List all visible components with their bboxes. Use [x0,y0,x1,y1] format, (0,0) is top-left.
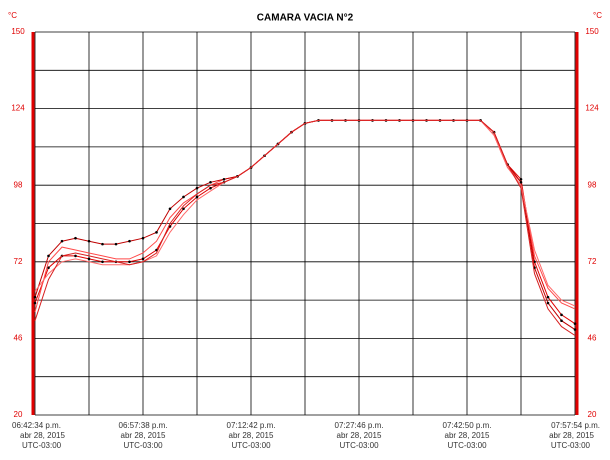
y-tick-label: 124 [11,104,25,113]
data-point [47,254,50,258]
data-point [209,186,212,190]
data-point [519,178,523,181]
y2-tick-label: 98 [588,180,597,189]
data-point [168,207,172,211]
y-tick-label: 20 [14,410,23,419]
x-date-label: abr 28, 2015 [20,431,65,440]
data-point [573,328,577,331]
data-point [141,236,145,240]
data-point [560,319,563,323]
data-point [546,295,550,299]
data-point [546,301,550,305]
data-point [141,257,145,261]
x-timezone-label: UTC-03:00 [231,441,271,450]
data-point [47,266,50,269]
x-timezone-label: UTC-03:00 [551,441,591,450]
x-tick-label: 07:12:42 p.m. [227,421,276,430]
x-date-label: abr 28, 2015 [121,431,166,440]
x-date-label: abr 28, 2015 [229,431,274,440]
x-timezone-label: UTC-03:00 [22,441,62,450]
x-date-label: abr 28, 2015 [549,431,594,440]
data-point [87,257,91,261]
y-tick-label: 72 [14,257,23,266]
data-point [114,242,118,246]
data-point [87,239,91,243]
data-point [182,207,185,211]
data-point [101,260,104,264]
data-point [128,260,131,264]
x-tick-label: 07:27:46 p.m. [335,421,384,430]
y-tick-label: 98 [14,180,23,189]
x-tick-label: 07:42:50 p.m. [443,421,492,430]
data-point [33,301,37,305]
data-point [74,236,77,240]
x-timezone-label: UTC-03:00 [339,441,379,450]
y-unit: °C [8,11,17,20]
y2-tick-label: 20 [588,410,597,419]
data-point [209,180,212,184]
data-point [33,295,37,299]
y-tick-label: 150 [11,27,25,36]
x-tick-label: 06:42:34 p.m. [12,421,61,430]
data-point [519,180,523,184]
x-date-label: abr 28, 2015 [445,431,490,440]
data-point [560,313,563,317]
y2-tick-label: 46 [588,334,597,343]
data-point [74,254,77,258]
data-point [195,195,199,199]
data-point [573,322,577,325]
data-point [182,195,185,199]
x-tick-label: 06:57:38 p.m. [119,421,168,430]
data-point [128,239,131,243]
y2-unit: °C [593,11,602,20]
data-point [222,178,226,181]
y2-tick-label: 150 [585,27,599,36]
y2-tick-label: 72 [588,257,597,266]
x-date-label: abr 28, 2015 [337,431,382,440]
series-line [34,119,576,336]
data-point [195,186,199,190]
data-point [101,242,104,246]
data-point [60,239,64,243]
y-tick-label: 46 [14,334,23,343]
x-tick-label: 07:57:54 p.m. [551,421,600,430]
chart-title: CAMARA VACIA N°2 [257,13,354,24]
x-timezone-label: UTC-03:00 [123,441,163,450]
x-timezone-label: UTC-03:00 [447,441,487,450]
data-point [155,231,158,234]
y2-tick-label: 124 [585,104,599,113]
